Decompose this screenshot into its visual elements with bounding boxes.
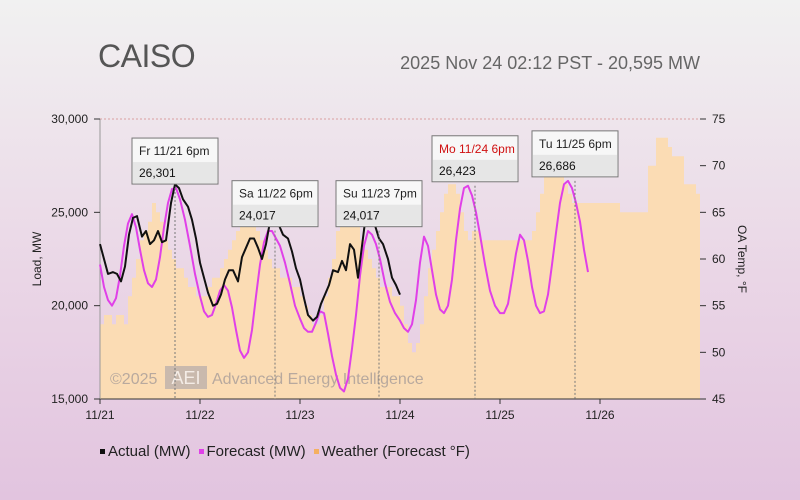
peak-label: Mo 11/24 6pm — [439, 142, 515, 156]
legend-item-actual[interactable]: Actual (MW) — [100, 443, 191, 460]
watermark-copyright: ©2025 — [110, 371, 157, 388]
y-tick-label: 30,000 — [51, 112, 88, 126]
x-tick-label: 11/22 — [185, 408, 214, 422]
weather-area — [100, 137, 700, 399]
y2-tick-label: 50 — [712, 345, 726, 359]
y2-tick-label: 70 — [712, 159, 726, 173]
peak-box-shade — [433, 159, 517, 181]
y2-tick-label: 65 — [712, 205, 726, 219]
chart-legend: Actual (MW) Forecast (MW) Weather (Forec… — [100, 443, 470, 460]
peak-value: 24,017 — [239, 209, 276, 223]
peak-annotation: Tu 11/25 6pm 26,686 — [531, 130, 619, 399]
y-tick-label: 25,000 — [51, 205, 88, 219]
x-tick-label: 11/25 — [485, 408, 514, 422]
watermark: ©2025 AEI Advanced Energy Intelligence — [110, 366, 424, 389]
y2-axis-label: OA Temp, °F — [735, 225, 749, 293]
y-axis-label: Load, MW — [30, 231, 44, 286]
peak-box-shade — [337, 204, 421, 226]
peak-annotation: Sa 11/22 6pm 24,017 — [231, 180, 319, 399]
forecast-line — [99, 179, 589, 393]
peak-label: Tu 11/25 6pm — [539, 137, 612, 151]
x-tick-label: 11/23 — [285, 408, 314, 422]
peak-annotation: Mo 11/24 6pm 26,423 — [431, 135, 519, 399]
legend-swatch-weather — [313, 449, 319, 454]
y2-tick-label: 45 — [712, 392, 726, 406]
peak-label: Fr 11/21 6pm — [139, 144, 209, 158]
y2-tick-label: 55 — [712, 299, 726, 313]
peak-annotation: Fr 11/21 6pm 26,301 — [131, 137, 219, 399]
legend-swatch-actual — [100, 449, 105, 454]
peak-box-shade — [233, 204, 317, 226]
y-tick-label: 20,000 — [51, 299, 88, 313]
legend-label-actual: Actual (MW) — [108, 443, 191, 460]
watermark-logo: AEI — [171, 368, 200, 388]
x-tick-label: 11/26 — [585, 408, 614, 422]
legend-label-forecast: Forecast (MW) — [206, 443, 306, 460]
watermark-text: Advanced Energy Intelligence — [212, 371, 424, 388]
chart-title: CAISO — [98, 38, 196, 74]
peak-value: 26,423 — [439, 164, 476, 178]
peak-box-shade — [533, 154, 617, 176]
y2-tick-label: 75 — [712, 112, 726, 126]
peak-label: Sa 11/22 6pm — [239, 187, 313, 201]
legend-swatch-forecast — [198, 449, 204, 454]
peak-label: Su 11/23 7pm — [343, 187, 417, 201]
legend-item-forecast[interactable]: Forecast (MW) — [198, 443, 306, 460]
chart-subtitle: 2025 Nov 24 02:12 PST - 20,595 MW — [400, 53, 700, 73]
actual-line — [99, 183, 401, 322]
x-tick-label: 11/24 — [385, 408, 414, 422]
legend-label-weather: Weather (Forecast °F) — [321, 443, 470, 460]
peak-value: 26,686 — [539, 159, 576, 173]
peak-value: 24,017 — [343, 209, 380, 223]
peak-box-shade — [133, 162, 217, 184]
legend-item-weather[interactable]: Weather (Forecast °F) — [313, 443, 470, 460]
peak-annotation: Su 11/23 7pm 24,017 — [335, 180, 423, 399]
y2-tick-label: 60 — [712, 252, 726, 266]
y-tick-label: 15,000 — [51, 392, 88, 406]
peak-value: 26,301 — [139, 166, 176, 180]
x-tick-label: 11/21 — [85, 408, 114, 422]
watermark-logo-bg — [165, 366, 207, 389]
